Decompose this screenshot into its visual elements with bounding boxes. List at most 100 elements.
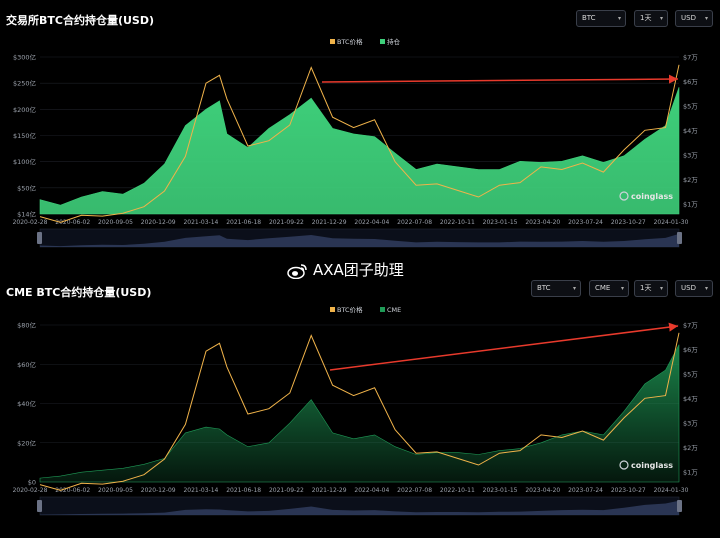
- right-tick-label: $6万: [683, 346, 698, 354]
- right-tick-label: $2万: [683, 176, 698, 184]
- x-tick-label: 2022-07-08: [397, 219, 432, 226]
- chevron-down-icon: ▾: [620, 285, 624, 292]
- legend: BTC价格 持仓: [330, 37, 401, 46]
- series-CME-area: [39, 344, 680, 483]
- navigator-handle-left[interactable]: [37, 232, 42, 244]
- x-tick-label: 2022-10-11: [440, 487, 475, 494]
- exchange-oi-chart[interactable]: $300亿 $250亿 $200亿 $150亿 $100亿 $50亿 $14亿 $7万 $6万 $…: [0, 0, 720, 258]
- watermark: AXA团子助理: [287, 259, 404, 280]
- chevron-down-icon: ▾: [704, 285, 708, 292]
- interval-select[interactable]: 1天 ▾: [634, 280, 668, 297]
- coinglass-logo: coinglass: [619, 460, 673, 470]
- x-tick-label: 2022-07-08: [397, 487, 432, 494]
- x-tick-label: 2023-01-15: [483, 487, 518, 494]
- legend-swatch: [330, 307, 335, 312]
- right-tick-label: $4万: [683, 127, 698, 135]
- weibo-icon: [287, 263, 307, 279]
- x-tick-label: 2021-12-29: [312, 487, 347, 494]
- left-tick-label: $60亿: [17, 360, 36, 369]
- navigator-handle-right[interactable]: [677, 500, 682, 512]
- right-tick-label: $1万: [683, 469, 698, 477]
- x-tick-label: 2021-09-22: [269, 219, 304, 226]
- x-tick-label: 2024-01-30: [654, 487, 689, 494]
- right-tick-label: $5万: [683, 103, 698, 111]
- legend-label: BTC价格: [337, 37, 363, 46]
- series-BTC价格-line: [39, 64, 680, 223]
- exchange-oi-panel: 交易所BTC合约持仓量(USD) BTC ▾ 1天 ▾ USD ▾ $300亿 $250…: [0, 0, 720, 258]
- series-BTC价格-line: [39, 332, 680, 491]
- left-tick-label: $200亿: [13, 105, 37, 114]
- x-tick-label: 2020-06-02: [55, 219, 90, 226]
- right-tick-label: $4万: [683, 395, 698, 403]
- currency-select-value: USD: [681, 14, 696, 22]
- x-tick-label: 2020-09-05: [98, 487, 133, 494]
- chevron-down-icon: ▾: [704, 15, 708, 22]
- x-tick-label: 2021-09-22: [269, 487, 304, 494]
- x-tick-label: 2023-07-24: [568, 487, 603, 494]
- right-tick-label: $7万: [683, 322, 698, 330]
- x-tick-label: 2021-03-14: [183, 219, 218, 226]
- x-tick-label: 2024-01-30: [654, 219, 689, 226]
- currency-select-value: USD: [681, 284, 696, 292]
- navigator-handle-right[interactable]: [677, 232, 682, 244]
- x-tick-label: 2021-06-18: [226, 219, 261, 226]
- coinglass-icon: [619, 191, 629, 201]
- right-tick-label: $6万: [683, 78, 698, 86]
- x-tick-label: 2022-04-04: [354, 219, 389, 226]
- legend-swatch: [330, 39, 335, 44]
- coin-select-value: BTC: [582, 14, 596, 22]
- coinglass-logo: coinglass: [619, 191, 673, 201]
- navigator-handle-left[interactable]: [37, 500, 42, 512]
- panel-title: 交易所BTC合约持仓量(USD): [6, 14, 154, 27]
- x-tick-label: 2023-10-27: [611, 487, 646, 494]
- series-持仓-area: [39, 87, 680, 215]
- brand-text: coinglass: [631, 192, 673, 201]
- coinglass-icon: [619, 460, 629, 470]
- x-tick-label: 2023-07-24: [568, 219, 603, 226]
- coin-select[interactable]: BTC ▾: [531, 280, 581, 297]
- panel-title: CME BTC合约持仓量(USD): [6, 286, 152, 299]
- right-tick-label: $7万: [683, 54, 698, 62]
- left-tick-label: $20亿: [17, 438, 36, 447]
- cme-oi-chart[interactable]: $80亿 $60亿 $40亿 $20亿 $0 $7万 $6万 $5万 $4万 $3万 $2万 $1万 2…: [0, 272, 720, 538]
- x-tick-label: 2023-10-27: [611, 219, 646, 226]
- coin-select[interactable]: BTC ▾: [576, 10, 626, 27]
- x-tick-label: 2023-04-20: [525, 487, 560, 494]
- right-tick-label: $1万: [683, 201, 698, 209]
- interval-select-value: 1天: [640, 14, 652, 22]
- left-tick-label: $80亿: [17, 321, 36, 330]
- x-tick-label: 2020-06-02: [55, 487, 90, 494]
- right-tick-label: $5万: [683, 371, 698, 379]
- left-tick-label: $0: [28, 479, 36, 487]
- right-tick-label: $3万: [683, 152, 698, 160]
- watermark-text: AXA团子助理: [313, 261, 404, 279]
- x-tick-label: 2023-04-20: [525, 219, 560, 226]
- left-tick-label: $300亿: [13, 53, 37, 62]
- currency-select[interactable]: USD ▾: [675, 10, 713, 27]
- left-tick-label: $50亿: [17, 183, 36, 192]
- left-tick-label: $250亿: [13, 79, 37, 88]
- chevron-down-icon: ▾: [572, 285, 576, 292]
- left-tick-label: $150亿: [13, 131, 37, 140]
- interval-select[interactable]: 1天 ▾: [634, 10, 668, 27]
- right-tick-label: $3万: [683, 420, 698, 428]
- legend-swatch: [380, 307, 385, 312]
- interval-select-value: 1天: [640, 284, 652, 292]
- x-tick-label: 2021-12-29: [312, 219, 347, 226]
- x-tick-label: 2022-04-04: [354, 487, 389, 494]
- trend-arrow: [321, 74, 679, 84]
- navigator-area: [40, 233, 679, 247]
- exchange-select[interactable]: CME ▾: [589, 280, 629, 297]
- x-tick-label: 2023-01-15: [483, 219, 518, 226]
- currency-select[interactable]: USD ▾: [675, 280, 713, 297]
- x-tick-label: 2020-02-28: [13, 487, 48, 494]
- x-tick-label: 2020-09-05: [98, 219, 133, 226]
- chevron-down-icon: ▾: [659, 285, 663, 292]
- left-tick-label: $100亿: [13, 157, 37, 166]
- x-tick-label: 2020-12-09: [141, 487, 176, 494]
- navigator-area: [40, 500, 679, 515]
- x-tick-label: 2021-06-18: [226, 487, 261, 494]
- trend-arrow: [329, 322, 679, 371]
- exchange-select-value: CME: [595, 284, 611, 292]
- legend: BTC价格 CME: [330, 305, 401, 314]
